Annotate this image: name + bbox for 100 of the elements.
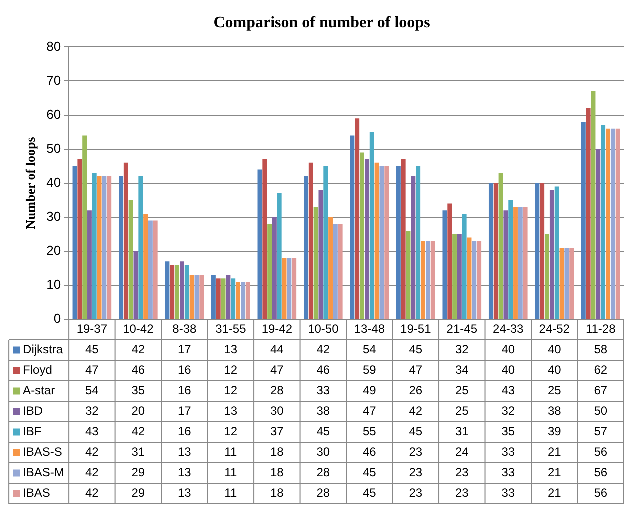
bar	[200, 275, 204, 319]
bar	[364, 160, 370, 319]
data-label: 20	[132, 404, 146, 418]
data-label: 25	[455, 404, 470, 418]
bar	[472, 241, 477, 319]
bar	[170, 265, 175, 319]
bar	[401, 160, 406, 319]
data-label: 47	[409, 363, 423, 378]
bar	[601, 125, 606, 319]
bar	[272, 217, 277, 319]
legend-label: IBAS-M	[23, 466, 64, 480]
data-label: 23	[409, 486, 423, 500]
data-label: 16	[178, 363, 192, 378]
bar	[518, 207, 523, 319]
data-label: 38	[316, 404, 330, 418]
data-label: 42	[132, 342, 146, 357]
bar	[212, 275, 216, 319]
bar	[97, 176, 102, 319]
bar	[226, 275, 231, 319]
bar	[240, 282, 246, 319]
bar	[384, 166, 390, 319]
data-label: 43	[86, 424, 100, 439]
bar	[467, 238, 472, 319]
bar	[268, 224, 272, 319]
data-label: 32	[502, 404, 516, 418]
y-axis-title: Number of loops	[23, 137, 38, 230]
data-label: 29	[132, 486, 146, 500]
data-label: 40	[502, 363, 516, 378]
data-label: 45	[316, 424, 330, 439]
bar	[318, 190, 324, 319]
data-label: 38	[548, 404, 562, 418]
x-tick-label: 21-45	[446, 322, 478, 336]
data-label: 32	[86, 404, 100, 418]
bar	[560, 248, 564, 319]
data-label: 54	[362, 342, 377, 357]
data-label: 32	[455, 342, 470, 357]
bar	[262, 160, 268, 319]
bar	[72, 166, 78, 319]
data-label: 59	[362, 363, 377, 378]
data-label: 56	[594, 486, 608, 500]
bar	[586, 108, 591, 319]
bar	[236, 282, 240, 319]
bar	[350, 136, 355, 319]
bar	[494, 183, 498, 319]
x-tick-label: 19-37	[76, 322, 108, 336]
data-label: 23	[455, 466, 470, 480]
bar	[564, 248, 570, 319]
data-label: 12	[224, 363, 238, 378]
bar	[180, 262, 184, 319]
bar	[610, 128, 616, 319]
data-label: 49	[362, 384, 377, 398]
data-label: 56	[594, 445, 608, 460]
bar	[442, 210, 448, 319]
data-label: 33	[502, 486, 516, 500]
bar	[374, 162, 380, 319]
data-label: 56	[594, 466, 608, 480]
bar	[138, 176, 144, 319]
bar	[411, 176, 416, 319]
data-label: 11	[224, 466, 238, 480]
data-label: 16	[178, 424, 192, 439]
data-label: 47	[362, 404, 377, 418]
bar	[606, 128, 610, 319]
x-tick-label: 31-55	[216, 322, 247, 336]
bar	[88, 210, 92, 319]
data-label: 23	[409, 445, 423, 460]
data-label: 42	[86, 445, 100, 460]
chart-title: Comparison of number of loops	[214, 14, 430, 32]
data-label: 42	[132, 424, 146, 439]
data-label: 45	[409, 342, 423, 357]
bar	[287, 258, 292, 319]
legend-label: IBF	[23, 424, 42, 439]
bar	[396, 166, 401, 319]
data-label: 13	[224, 342, 238, 357]
data-label: 47	[270, 363, 284, 378]
data-label: 45	[362, 466, 377, 480]
data-label: 33	[502, 466, 516, 480]
data-label: 21	[548, 486, 562, 500]
data-label: 21	[548, 466, 562, 480]
bar	[333, 224, 338, 319]
bar	[277, 194, 282, 319]
data-label: 13	[178, 445, 192, 460]
x-tick-label: 11-28	[586, 322, 616, 336]
data-label: 11	[224, 486, 238, 500]
bar	[175, 265, 180, 319]
data-label: 16	[178, 384, 192, 398]
data-label: 45	[362, 486, 377, 500]
bar	[370, 132, 374, 319]
data-label: 25	[455, 384, 470, 398]
data-label: 54	[86, 384, 100, 398]
legend-label: IBD	[23, 404, 44, 418]
bar	[314, 207, 318, 319]
data-label: 43	[502, 384, 516, 398]
bar	[406, 231, 411, 319]
legend-label: Dijkstra	[23, 342, 64, 357]
bar	[426, 241, 430, 319]
data-label: 46	[316, 363, 330, 378]
data-label: 28	[270, 384, 284, 398]
x-tick-label: 24-52	[539, 322, 570, 336]
bar	[216, 278, 221, 319]
data-label: 23	[455, 486, 470, 500]
